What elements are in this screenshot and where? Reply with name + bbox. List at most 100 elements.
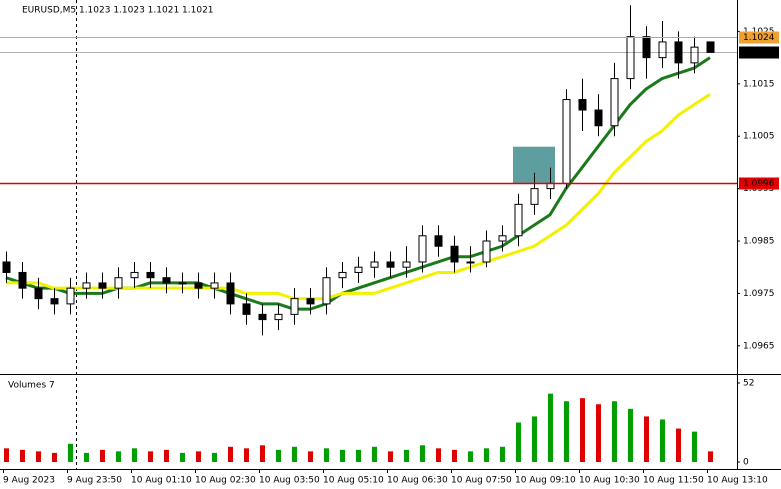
volume-bar bbox=[180, 452, 185, 462]
x-tick-label: 10 Aug 06:30 bbox=[387, 476, 448, 486]
volume-title: Volumes 7 bbox=[8, 381, 55, 391]
volume-bar bbox=[436, 448, 441, 462]
volume-bar bbox=[132, 448, 137, 462]
level-label-box bbox=[739, 31, 779, 44]
candle-body bbox=[210, 282, 219, 289]
volume-bar bbox=[36, 451, 41, 462]
x-tick-label: 10 Aug 13:10 bbox=[707, 476, 768, 486]
candle-body bbox=[66, 287, 75, 305]
volume-bar bbox=[276, 449, 281, 462]
candle-body bbox=[242, 303, 251, 315]
volume-bar bbox=[100, 449, 105, 462]
volume-bar bbox=[660, 419, 665, 462]
volume-bar bbox=[228, 446, 233, 462]
volume-bar bbox=[452, 449, 457, 462]
x-tick-label: 10 Aug 01:10 bbox=[131, 476, 192, 486]
candle-body bbox=[82, 282, 91, 289]
candle-body bbox=[610, 78, 619, 127]
candle-body bbox=[418, 235, 427, 263]
x-tick-label: 10 Aug 03:50 bbox=[259, 476, 320, 486]
volume-bar bbox=[356, 449, 361, 462]
candle-body bbox=[338, 271, 347, 279]
candle-body bbox=[402, 261, 411, 268]
volume-bar bbox=[4, 448, 9, 462]
y-tick-label: 1.0975 bbox=[743, 289, 775, 299]
volume-bar bbox=[708, 451, 713, 462]
y-tick-label: 1.1005 bbox=[743, 132, 775, 142]
volume-bar bbox=[244, 448, 249, 462]
level-label: 1.1024 bbox=[743, 33, 775, 43]
volume-bar bbox=[532, 416, 537, 462]
volume-bar bbox=[84, 452, 89, 462]
candle-body bbox=[466, 261, 475, 264]
volume-bar bbox=[292, 446, 297, 462]
candle-body bbox=[258, 313, 267, 321]
candle-body bbox=[274, 313, 283, 321]
volume-bar bbox=[196, 451, 201, 462]
y-tick-label: 1.1015 bbox=[743, 79, 775, 89]
volume-bar bbox=[420, 445, 425, 462]
volume-bar bbox=[580, 398, 585, 462]
candle-body bbox=[162, 277, 171, 284]
volume-bar bbox=[628, 408, 633, 462]
volume-bar bbox=[388, 451, 393, 462]
volume-bar bbox=[68, 443, 73, 462]
candle-body bbox=[18, 271, 27, 289]
volume-bar bbox=[52, 452, 57, 462]
chart-title: EURUSD,M5 1.1023 1.1023 1.1021 1.1021 bbox=[22, 6, 214, 16]
volume-bar bbox=[676, 428, 681, 462]
moving-average bbox=[6, 93, 711, 301]
candle-body bbox=[434, 235, 443, 247]
candle-body bbox=[626, 36, 635, 80]
x-tick-label: 10 Aug 10:30 bbox=[579, 476, 640, 486]
volume-bar bbox=[500, 446, 505, 462]
candle-body bbox=[482, 240, 491, 263]
volume-bar bbox=[116, 451, 121, 462]
candle-body bbox=[130, 271, 139, 279]
candle-body bbox=[514, 203, 523, 237]
volume-bar bbox=[612, 401, 617, 462]
candle-body bbox=[642, 36, 651, 59]
candle-body bbox=[562, 99, 571, 184]
candle-body bbox=[114, 277, 123, 289]
volume-bar bbox=[324, 448, 329, 462]
candle-body bbox=[386, 261, 395, 268]
candle-body bbox=[2, 261, 11, 273]
candle-body bbox=[50, 298, 59, 305]
candle-body bbox=[354, 266, 363, 273]
candle-body bbox=[530, 188, 539, 205]
volume-bar bbox=[404, 449, 409, 462]
volume-bar bbox=[564, 401, 569, 462]
level-label-box bbox=[739, 177, 779, 190]
x-tick-label: 10 Aug 05:10 bbox=[323, 476, 384, 486]
y-tick-label: 1.0985 bbox=[743, 237, 775, 247]
candle-body bbox=[706, 41, 715, 53]
x-tick-label: 10 Aug 02:30 bbox=[195, 476, 256, 486]
volume-bar bbox=[308, 451, 313, 462]
candle-body bbox=[194, 282, 203, 289]
volume-bar bbox=[516, 422, 521, 462]
volume-tick-label: 52 bbox=[743, 379, 754, 389]
level-label: 1.1021 bbox=[743, 48, 775, 58]
volume-bar bbox=[164, 449, 169, 462]
candle-body bbox=[690, 46, 699, 64]
candle-body bbox=[322, 277, 331, 305]
plot-layer: 1.09651.09751.09851.09951.10051.10151.10… bbox=[0, 5, 779, 486]
volume-bar bbox=[148, 451, 153, 462]
candle-body bbox=[226, 282, 235, 305]
volume-bar bbox=[468, 451, 473, 462]
volume-bar bbox=[340, 449, 345, 462]
candle-body bbox=[594, 109, 603, 127]
x-tick-label: 10 Aug 07:50 bbox=[451, 476, 512, 486]
volume-bar bbox=[644, 416, 649, 462]
volume-bar bbox=[692, 431, 697, 462]
candle-body bbox=[450, 245, 459, 263]
candle-body bbox=[98, 282, 107, 289]
x-tick-label: 10 Aug 09:10 bbox=[515, 476, 576, 486]
candle-body bbox=[674, 41, 683, 64]
candle-body bbox=[370, 261, 379, 268]
candle-body bbox=[146, 271, 155, 279]
